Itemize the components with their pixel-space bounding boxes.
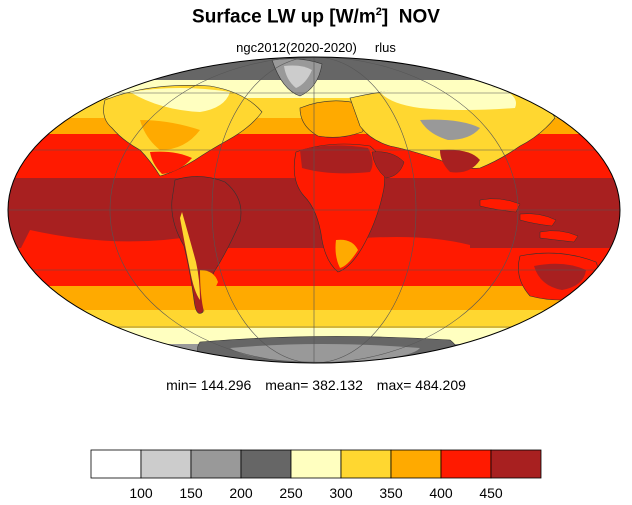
colorbar-tick-label: 400 bbox=[429, 485, 453, 501]
title-month: NOV bbox=[398, 6, 440, 28]
colorbar-tick-label: 150 bbox=[179, 485, 203, 501]
colorbar-labels: 100 150 200 250 300 350 400 450 bbox=[129, 485, 503, 501]
greenland-core bbox=[284, 65, 312, 88]
colorbar-box bbox=[140, 449, 192, 479]
figure-title: Surface LW up [W/m2] NOV bbox=[0, 6, 632, 28]
southern-africa bbox=[335, 239, 358, 268]
borneo bbox=[519, 213, 557, 227]
colorbar-tick-label: 200 bbox=[229, 485, 253, 501]
figure-subtitle: ngc2012(2020-2020) rlus bbox=[0, 40, 632, 55]
colorbar-boxes bbox=[90, 449, 542, 479]
title-text: Surface LW up [W/m bbox=[192, 6, 376, 28]
colorbar-tick-label: 300 bbox=[329, 485, 353, 501]
australia-interior bbox=[534, 263, 586, 290]
stat-mean: mean= 382.132 bbox=[265, 377, 363, 393]
model-label: ngc2012(2020-2020) bbox=[236, 40, 357, 55]
title-bracket: ] bbox=[381, 6, 389, 28]
stat-max: max= 484.209 bbox=[376, 377, 466, 393]
colorbar-box bbox=[240, 449, 292, 479]
sahara bbox=[300, 145, 373, 174]
map-outline bbox=[7, 56, 621, 364]
statistics-line: min= 144.296 mean= 382.132 max= 484.209 bbox=[0, 377, 632, 393]
tibet bbox=[420, 119, 480, 140]
mexico bbox=[150, 151, 192, 174]
africa bbox=[293, 143, 385, 273]
colorbar-box bbox=[440, 449, 492, 479]
andes bbox=[180, 212, 200, 300]
sumatra bbox=[479, 198, 521, 213]
colorbar-tick-label: 250 bbox=[279, 485, 303, 501]
new-guinea bbox=[539, 230, 579, 243]
variable-label: rlus bbox=[374, 40, 396, 55]
colorbar-tick-label: 100 bbox=[129, 485, 153, 501]
map-field bbox=[8, 57, 620, 363]
arabia bbox=[371, 151, 405, 179]
canada-cold bbox=[130, 88, 230, 112]
colorbar-box bbox=[490, 449, 542, 479]
india bbox=[440, 149, 480, 173]
title-superscript: 2 bbox=[375, 6, 382, 18]
meridian-60 bbox=[211, 57, 417, 363]
world-map bbox=[7, 56, 621, 364]
meridian-120 bbox=[109, 57, 519, 363]
colorbar-box bbox=[290, 449, 342, 479]
colorbar-box bbox=[390, 449, 442, 479]
indian-red-patch bbox=[340, 236, 470, 258]
colorbar-box bbox=[340, 449, 392, 479]
colorbar-box bbox=[190, 449, 242, 479]
antarctica-interior bbox=[230, 344, 420, 362]
siberia bbox=[380, 84, 516, 110]
usa-warm bbox=[140, 120, 200, 150]
colorbar-box bbox=[90, 449, 142, 479]
stat-min: min= 144.296 bbox=[166, 377, 252, 393]
patagonia bbox=[200, 270, 218, 312]
colorbar-tick-label: 350 bbox=[379, 485, 403, 501]
europe bbox=[299, 100, 367, 138]
colorbar-tick-label: 450 bbox=[479, 485, 503, 501]
